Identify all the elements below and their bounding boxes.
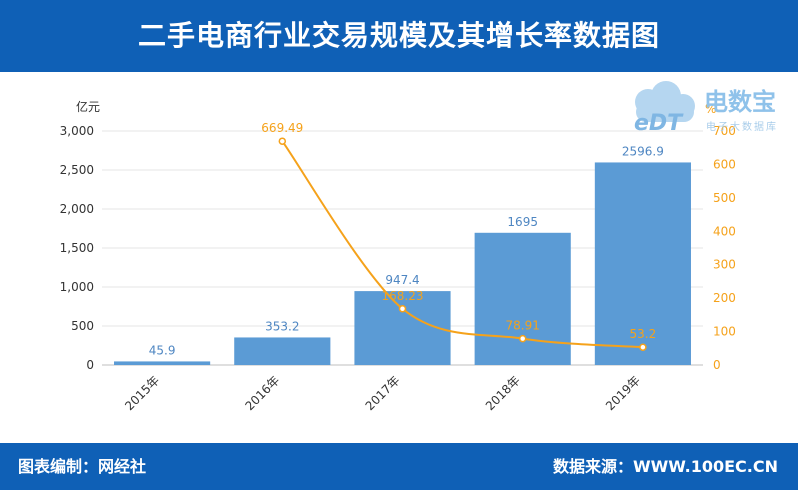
left-tick-label: 1,000 (60, 280, 94, 294)
growth-rate-point (639, 343, 647, 351)
logo-name: 电数宝 (704, 88, 776, 116)
growth-rate-label: 669.49 (261, 121, 303, 135)
right-tick-label: 400 (713, 224, 736, 238)
left-tick-label: 2,500 (60, 163, 94, 177)
logo-mark: eDT (634, 111, 684, 136)
bar-value-label: 45.9 (149, 343, 176, 357)
growth-rate-label: 78.91 (506, 319, 540, 333)
x-tick-label: 2016年 (242, 373, 282, 413)
footer-credit: 图表编制：网经社 (18, 457, 147, 476)
growth-rate-point (518, 334, 527, 343)
footer-source: 数据来源：WWW.100EC.CN (552, 457, 778, 476)
left-axis-unit: 亿元 (76, 99, 100, 114)
growth-rate-label: 168.23 (382, 289, 424, 303)
logo-subtitle: 电子大数据库 (706, 120, 778, 133)
left-tick-label: 2,000 (60, 202, 94, 216)
chart: 0 500 1,000 1,500 2,000 2,500 3,000 0 100 200 300 4… (60, 99, 736, 413)
left-tick-label: 500 (71, 319, 94, 333)
left-tick-label: 1,500 (60, 241, 94, 255)
bar (354, 291, 451, 365)
left-tick-label: 0 (86, 358, 94, 372)
growth-rate-point (398, 305, 407, 313)
right-axis-unit: % (705, 102, 716, 116)
bar-value-label: 2596.9 (622, 144, 664, 158)
right-tick-label: 0 (713, 358, 721, 372)
bar-value-label: 947.4 (385, 273, 419, 287)
growth-rate-line (281, 140, 643, 349)
left-tick-label: 3,000 (60, 124, 94, 138)
x-tick-label: 2015年 (122, 373, 162, 413)
growth-rate-point (278, 137, 287, 145)
x-tick-label: 2018年 (483, 373, 523, 413)
bar (234, 337, 331, 365)
right-tick-label: 300 (713, 258, 736, 272)
chart-title: 二手电商行业交易规模及其增长率数据图 (137, 19, 660, 52)
header-bar (0, 0, 798, 72)
footer-bar: 图表编制：网经社 数据来源：WWW.100EC.CN (0, 443, 798, 490)
x-tick-label: 2019年 (603, 373, 643, 413)
x-tick-label: 2017年 (363, 373, 403, 413)
bar (474, 232, 571, 365)
bar-value-label: 1695 (507, 215, 538, 229)
bar (594, 162, 691, 365)
growth-rate-label: 53.2 (630, 327, 657, 341)
right-tick-label: 700 (713, 124, 736, 138)
right-tick-label: 600 (713, 157, 736, 171)
right-tick-label: 200 (713, 291, 736, 305)
right-tick-label: 100 (713, 325, 736, 339)
bar-value-label: 353.2 (265, 319, 299, 333)
bar (114, 361, 211, 365)
edt-logo-icon: eDT 电数宝 电子大数据库 (634, 81, 778, 136)
right-tick-label: 500 (713, 191, 736, 205)
